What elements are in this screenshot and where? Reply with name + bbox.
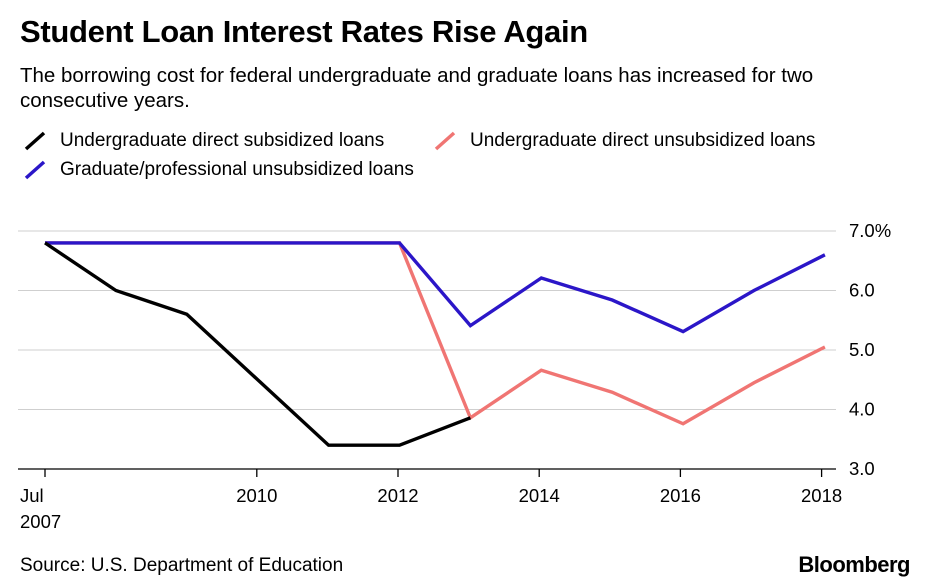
legend-label: Undergraduate direct subsidized loans	[60, 130, 385, 151]
y-tick-label: 4.0	[849, 399, 875, 420]
x-tick-label: 2014	[519, 485, 560, 506]
legend-item-graduate-unsubsidized: Graduate/professional unsubsidized loans	[22, 157, 414, 183]
legend-item-undergrad-subsidized: Undergraduate direct subsidized loans	[22, 128, 384, 154]
legend-swatch-black	[22, 130, 52, 152]
legend-swatch-pink	[432, 130, 462, 152]
x-tick-label: 2018	[801, 485, 842, 506]
source-note: Source: U.S. Department of Education	[20, 555, 344, 576]
series-line-1	[45, 241, 826, 426]
x-tick-label: Jul	[20, 485, 44, 506]
y-tick-label: 5.0	[849, 339, 875, 360]
legend-label: Undergraduate direct unsubsidized loans	[470, 130, 816, 151]
legend-label: Graduate/professional unsubsidized loans	[60, 159, 414, 180]
series-line-0	[44, 241, 472, 447]
x-tick-label: 2012	[377, 485, 418, 506]
y-tick-label: 7.0%	[849, 220, 891, 241]
chart-title: Student Loan Interest Rates Rise Again	[20, 14, 588, 49]
brand-logo: Bloomberg	[798, 552, 910, 577]
y-tick-label: 6.0	[849, 280, 875, 301]
chart-subtitle: The borrowing cost for federal undergrad…	[20, 64, 814, 112]
y-tick-label: 3.0	[849, 458, 875, 479]
x-tick-label: 2007	[20, 511, 61, 532]
legend-swatch-blue	[22, 159, 52, 181]
x-tick-label: 2010	[236, 485, 277, 506]
legend-item-undergrad-unsubsidized: Undergraduate direct unsubsidized loans	[432, 128, 815, 154]
x-tick-label: 2016	[660, 485, 701, 506]
series-line-2	[45, 241, 826, 334]
